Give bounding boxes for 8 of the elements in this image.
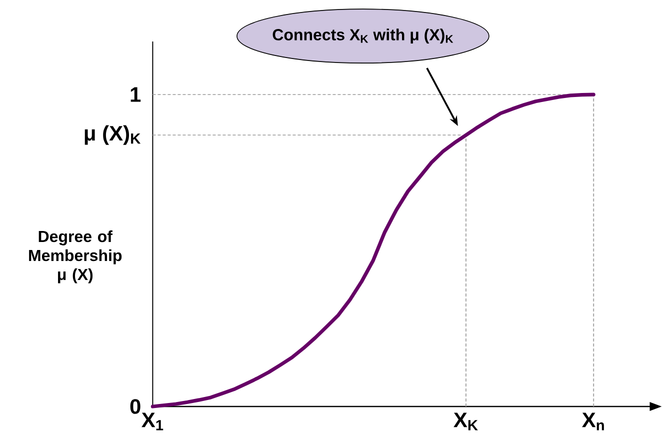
annotation: Connects X$_{K}$ with μ (X)$_{K}$ bbox=[272, 28, 454, 44]
y-tick-label: 1 bbox=[130, 87, 141, 102]
y-tick-label: 0 bbox=[130, 399, 140, 414]
y-tick-label: μ (X)$_{K}$ bbox=[84, 125, 141, 145]
x-tick-label: X$_{n}$ bbox=[582, 412, 604, 430]
x-tick-label: X$_{1}$ bbox=[142, 412, 164, 430]
x-tick-label: X$_{K}$ bbox=[454, 412, 478, 430]
y-axis-title: Degree of Membership μ (X) bbox=[29, 230, 122, 284]
